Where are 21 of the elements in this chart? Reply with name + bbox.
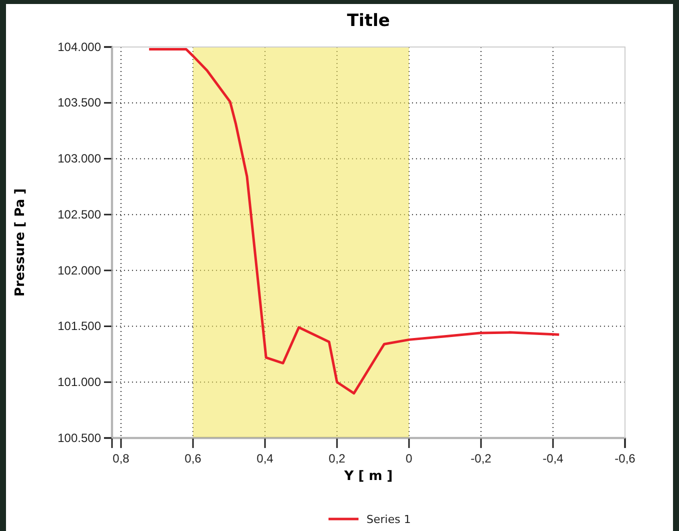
x-tick-label: 0,6 [184, 452, 202, 466]
x-tick-label: 0 [406, 452, 413, 466]
x-tick-label: 0,8 [112, 452, 130, 466]
y-tick-label: 102.500 [58, 207, 102, 222]
y-axis-title: Pressure [ Pa ] [13, 188, 28, 297]
x-axis-title: Y [ m ] [343, 469, 393, 484]
x-tick-label: -0,2 [470, 452, 492, 466]
x-tick-label: 0,4 [256, 452, 274, 466]
y-tick-label: 103.500 [58, 96, 102, 110]
y-tick-label: 100.500 [58, 430, 102, 445]
x-tick-label: -0,6 [614, 452, 636, 466]
y-tick-label: 101.000 [58, 374, 102, 389]
x-tick-label: -0,4 [542, 452, 564, 466]
y-tick-label: 102.000 [58, 263, 102, 278]
legend-label: Series 1 [366, 513, 411, 526]
y-tick-label: 101.500 [58, 319, 102, 334]
y-tick-label: 104.000 [58, 40, 102, 54]
y-tick-label: 103.000 [58, 152, 102, 166]
chart-title: Title [347, 11, 390, 31]
line-series [148, 48, 560, 395]
x-tick-label: 0,2 [328, 452, 346, 466]
